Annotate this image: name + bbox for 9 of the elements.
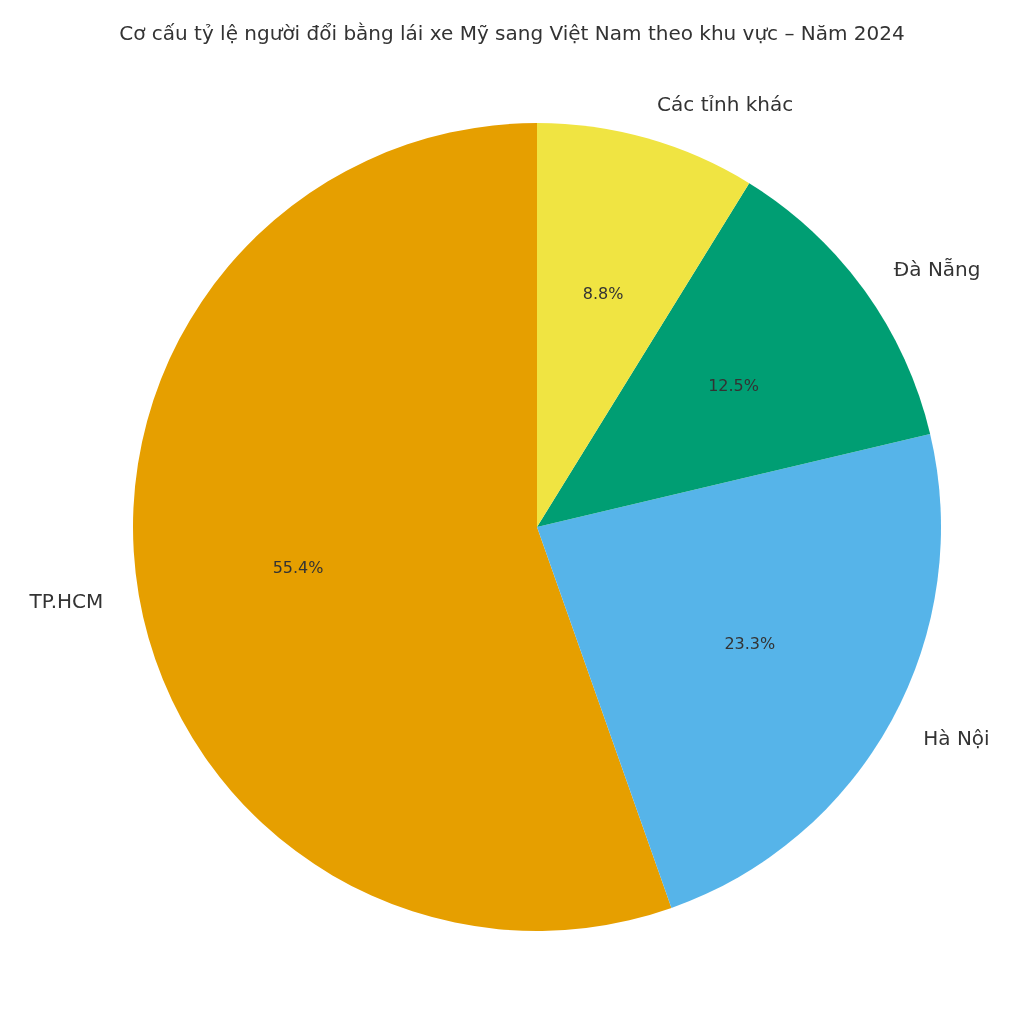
slice-label: Đà Nẵng — [893, 257, 981, 282]
slice-label: TP.HCM — [28, 589, 104, 614]
chart-title: Cơ cấu tỷ lệ người đổi bằng lái xe Mỹ sang Việt Nam theo khu vực – Năm 2024 — [119, 21, 905, 45]
data-label: 23.3% — [724, 633, 776, 653]
data-label: 12.5% — [708, 375, 759, 395]
slice-label: Hà Nội — [923, 725, 990, 750]
slice-label: Các tỉnh khác — [657, 91, 794, 116]
data-label: 55.4% — [272, 558, 324, 578]
data-label: 8.8% — [582, 284, 624, 304]
